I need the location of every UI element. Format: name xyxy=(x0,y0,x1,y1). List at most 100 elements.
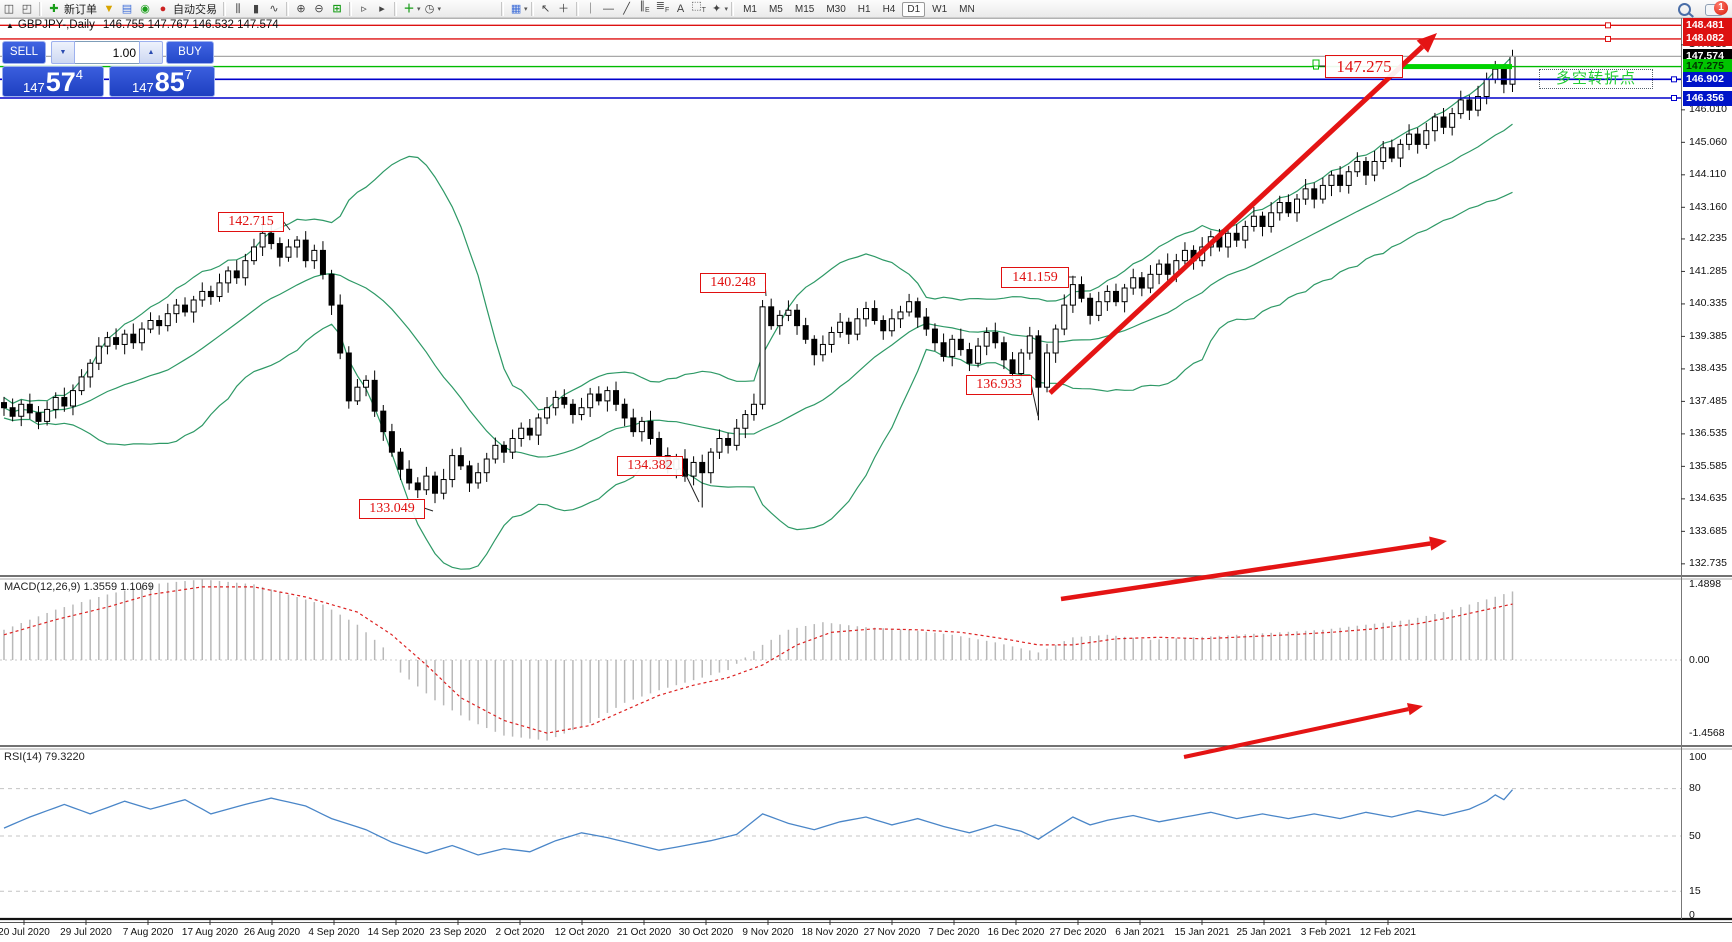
line-anchor-handle[interactable] xyxy=(1671,76,1677,83)
tile-windows-icon[interactable]: ⊞ xyxy=(332,3,342,15)
date-axis-label: 12 Oct 2020 xyxy=(554,927,610,938)
trend-arrow-line[interactable] xyxy=(1183,707,1409,759)
fibonacci-icon[interactable]: ≣F xyxy=(655,0,670,15)
line-anchor-handle[interactable] xyxy=(1605,22,1611,29)
sell-price-quote[interactable]: 147 57 4 xyxy=(2,66,104,97)
buy-price-quote[interactable]: 147 85 7 xyxy=(109,66,215,97)
line-anchor-handle[interactable] xyxy=(1671,95,1677,101)
symbol-pointer-icon: ▲ xyxy=(6,21,14,30)
volume-increase-button[interactable]: ▲ xyxy=(139,41,163,64)
chart-window-icon[interactable]: ◫ xyxy=(3,3,15,15)
bull-candle xyxy=(492,444,499,460)
annotation-anchor[interactable] xyxy=(1312,59,1320,67)
chart-title: ▲ GBPJPY-,Daily 146.755 147.767 146.532 14… xyxy=(6,19,279,31)
bear-candle xyxy=(26,403,33,414)
period-clock-icon[interactable]: ◷ xyxy=(424,3,435,15)
signal-icon[interactable]: ◉ xyxy=(140,3,150,15)
bull-candle xyxy=(1319,184,1326,200)
volume-decrease-button[interactable]: ▼ xyxy=(51,41,75,64)
arrows-dropdown-icon[interactable]: ▾ xyxy=(724,6,729,13)
timeframe-button-m1[interactable]: M1 xyxy=(743,4,757,15)
text-icon[interactable]: A xyxy=(676,3,685,15)
crosshair-icon[interactable]: ＋ xyxy=(558,3,570,15)
line-chart-type-icon[interactable]: ∿ xyxy=(269,3,279,15)
bear-candle xyxy=(621,403,628,419)
add-indicator-icon[interactable]: ＋ xyxy=(403,3,415,15)
timeframe-button-m30[interactable]: M30 xyxy=(826,4,846,15)
bear-candle xyxy=(1,402,7,409)
add-indicator-dropdown-icon[interactable]: ▾ xyxy=(417,6,421,13)
funnel-icon[interactable]: ▼ xyxy=(103,3,115,15)
price-annotation-label[interactable]: 136.933 xyxy=(966,375,1032,395)
bear-candle xyxy=(561,396,568,405)
horizontal-line-icon[interactable]: — xyxy=(603,3,615,15)
search-icon[interactable] xyxy=(1678,3,1691,16)
text-label-icon[interactable]: ⬚T xyxy=(691,0,706,15)
timeframe-button-d1[interactable]: D1 xyxy=(902,2,926,17)
new-order-label[interactable]: 新订单 xyxy=(64,4,97,16)
price-annotation-label[interactable]: 134.382 xyxy=(617,456,683,476)
strategy-tester-icon[interactable]: ▹ xyxy=(361,3,367,15)
cursor-icon[interactable]: ↖ xyxy=(540,3,551,15)
date-axis-label: 7 Dec 2020 xyxy=(928,927,980,938)
timeframe-button-w1[interactable]: W1 xyxy=(932,4,948,15)
bear-candle xyxy=(319,249,326,275)
bear-candle xyxy=(1500,68,1507,85)
auto-trading-label[interactable]: 自动交易 xyxy=(173,4,217,16)
timeframe-button-h1[interactable]: H1 xyxy=(857,4,871,15)
toolbar-separator xyxy=(731,2,735,16)
bull-candle xyxy=(604,390,611,402)
bull-candle xyxy=(1475,95,1482,111)
date-axis-label: 7 Aug 2020 xyxy=(122,927,174,938)
bar-chart-type-icon[interactable]: ⫼ xyxy=(235,3,241,15)
bull-candle xyxy=(535,417,542,436)
trend-arrow-line[interactable] xyxy=(1048,44,1425,395)
line-anchor-handle[interactable] xyxy=(1605,35,1611,42)
new-order-icon[interactable]: ✚ xyxy=(49,3,59,15)
notification-badge[interactable]: 1 xyxy=(1714,1,1728,15)
trendline-icon[interactable]: ╱ xyxy=(623,3,630,15)
candle-chart-type-icon[interactable]: ▮ xyxy=(252,3,260,15)
data-window-icon[interactable]: ◰ xyxy=(21,3,33,15)
price-annotation-label[interactable]: 141.159 xyxy=(1001,267,1069,288)
bull-candle xyxy=(440,479,447,494)
chart-profile-icon[interactable]: ▦ xyxy=(510,3,522,15)
auto-trading-icon[interactable]: ● xyxy=(159,3,167,15)
bull-candle xyxy=(69,390,76,407)
bear-candle xyxy=(699,461,706,474)
tester-visual-icon[interactable]: ▸ xyxy=(379,3,385,15)
volume-input[interactable] xyxy=(75,41,139,64)
bull-candle xyxy=(216,282,223,298)
bear-candle xyxy=(613,390,620,405)
timeframe-button-m15[interactable]: M15 xyxy=(794,4,815,15)
support-zone-bar[interactable] xyxy=(1403,64,1512,70)
price-annotation-label[interactable]: 147.275 xyxy=(1325,55,1403,78)
bull-candle xyxy=(199,290,206,301)
terminal-icon[interactable]: ▤ xyxy=(121,3,133,15)
price-annotation-label[interactable]: 142.715 xyxy=(218,212,284,232)
price-annotation-label[interactable]: 133.049 xyxy=(359,499,425,519)
bear-candle xyxy=(113,337,120,345)
timeframe-button-h4[interactable]: H4 xyxy=(882,4,896,15)
zoom-in-icon[interactable]: ⊕ xyxy=(296,3,306,15)
bear-candle xyxy=(1362,160,1369,176)
trend-arrow-line[interactable] xyxy=(1060,541,1431,602)
bear-candle xyxy=(388,431,395,453)
equidistant-channel-icon[interactable]: ∥E xyxy=(639,0,650,15)
bull-candle xyxy=(776,314,783,327)
date-axis-label: 29 Jul 2020 xyxy=(60,927,112,938)
chart-profile-dropdown-icon[interactable]: ▾ xyxy=(524,6,528,13)
period-dropdown-icon[interactable]: ▾ xyxy=(437,6,442,13)
price-tag: 148.481 xyxy=(1683,17,1732,33)
price-annotation-label[interactable]: 140.248 xyxy=(700,273,766,293)
timeframe-button-m5[interactable]: M5 xyxy=(768,4,783,15)
sell-button[interactable]: SELL xyxy=(2,41,46,64)
arrows-icon[interactable]: ✦ xyxy=(711,3,722,15)
timeframe-button-mn[interactable]: MN xyxy=(959,4,975,15)
vertical-line-icon[interactable]: ｜ xyxy=(585,3,597,15)
turning-point-text-label[interactable]: 多空转折点 xyxy=(1539,69,1653,89)
buy-button[interactable]: BUY xyxy=(166,41,214,64)
bull-candle xyxy=(1397,143,1404,159)
zoom-out-icon[interactable]: ⊖ xyxy=(314,3,324,15)
